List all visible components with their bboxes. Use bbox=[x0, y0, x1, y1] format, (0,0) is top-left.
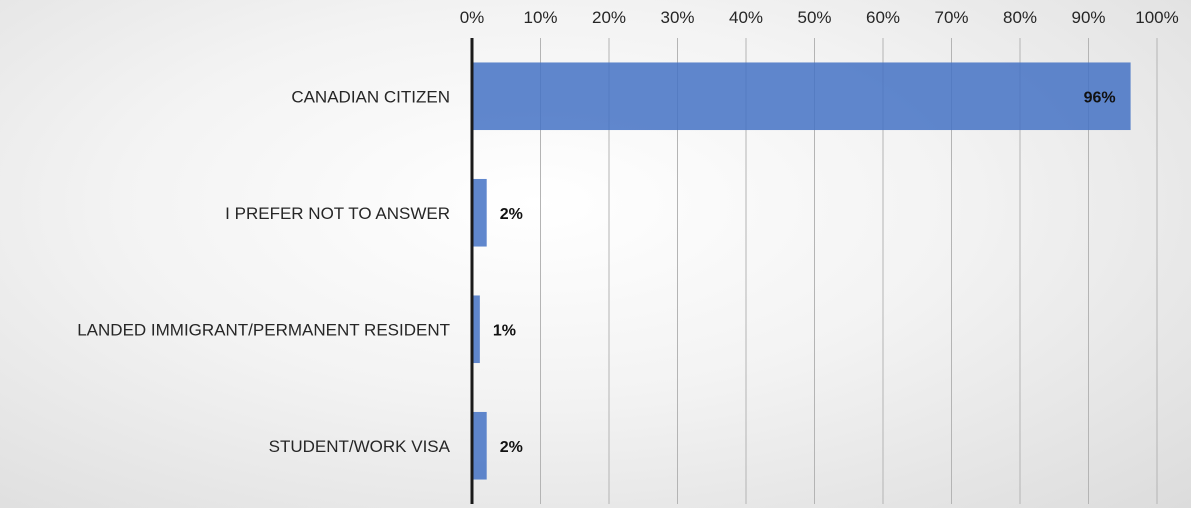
bar bbox=[473, 295, 480, 364]
x-tick-label: 60% bbox=[866, 8, 900, 27]
x-tick-label: 70% bbox=[934, 8, 968, 27]
category-labels: CANADIAN CITIZEN I PREFER NOT TO ANSWER LA… bbox=[77, 87, 450, 456]
bar bbox=[473, 62, 1131, 131]
x-tick-label: 40% bbox=[729, 8, 763, 27]
data-label: 2% bbox=[500, 439, 523, 456]
x-axis-tick-labels: 0% 10% 20% 30% 40% 50% 60% 70% 80% 90% 100% bbox=[460, 8, 1179, 27]
data-label: 2% bbox=[500, 206, 523, 223]
category-label: LANDED IMMIGRANT/PERMANENT RESIDENT bbox=[77, 320, 450, 339]
data-label: 1% bbox=[493, 322, 516, 339]
x-tick-label: 20% bbox=[592, 8, 626, 27]
x-tick-label: 50% bbox=[797, 8, 831, 27]
data-label: 96% bbox=[1084, 89, 1116, 106]
category-label: CANADIAN CITIZEN bbox=[291, 87, 450, 106]
x-tick-label: 100% bbox=[1135, 8, 1178, 27]
category-label: STUDENT/WORK VISA bbox=[269, 437, 451, 456]
bar bbox=[473, 178, 487, 247]
x-tick-label: 80% bbox=[1003, 8, 1037, 27]
x-tick-label: 30% bbox=[660, 8, 694, 27]
x-tick-label: 0% bbox=[460, 8, 485, 27]
category-label: I PREFER NOT TO ANSWER bbox=[225, 204, 450, 223]
data-labels: 96% 2% 1% 2% bbox=[493, 89, 1116, 456]
x-tick-label: 10% bbox=[523, 8, 557, 27]
bars bbox=[473, 62, 1131, 480]
bar bbox=[473, 411, 487, 480]
x-tick-label: 90% bbox=[1071, 8, 1105, 27]
